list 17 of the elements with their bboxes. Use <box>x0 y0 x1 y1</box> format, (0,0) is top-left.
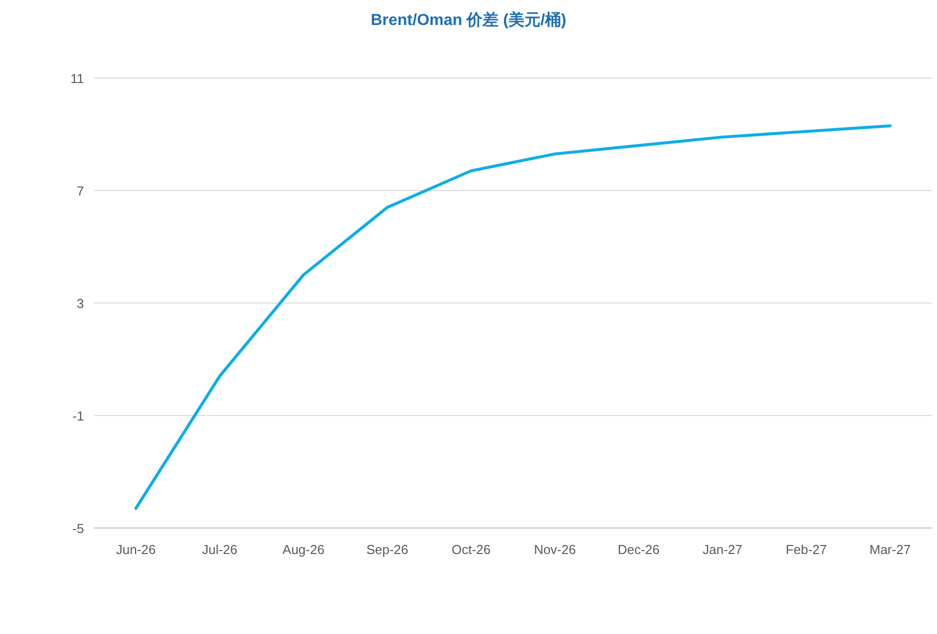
x-tick-label: Jun-26 <box>116 542 156 557</box>
y-tick-label: 11 <box>70 71 84 86</box>
x-tick-label: Aug-26 <box>282 542 324 557</box>
x-tick-label: Jan-27 <box>702 542 742 557</box>
line-series <box>134 124 892 510</box>
x-tick-label: Nov-26 <box>534 542 576 557</box>
y-tick-label: -5 <box>72 521 84 536</box>
chart-title: Brent/Oman 价差 (美元/桶) <box>370 10 566 29</box>
y-tick-label: 7 <box>76 184 84 198</box>
x-tick-label: Dec-26 <box>618 542 660 557</box>
x-tick-label: Sep-26 <box>366 542 408 557</box>
x-tick-label: Feb-27 <box>786 542 827 557</box>
x-tick-label: Jul-26 <box>202 542 238 557</box>
x-tick-label: Mar-27 <box>870 542 911 557</box>
y-tick-label: -1 <box>72 408 84 424</box>
y-tick-label: 3 <box>76 296 84 311</box>
x-tick-label: Oct-26 <box>452 542 491 557</box>
